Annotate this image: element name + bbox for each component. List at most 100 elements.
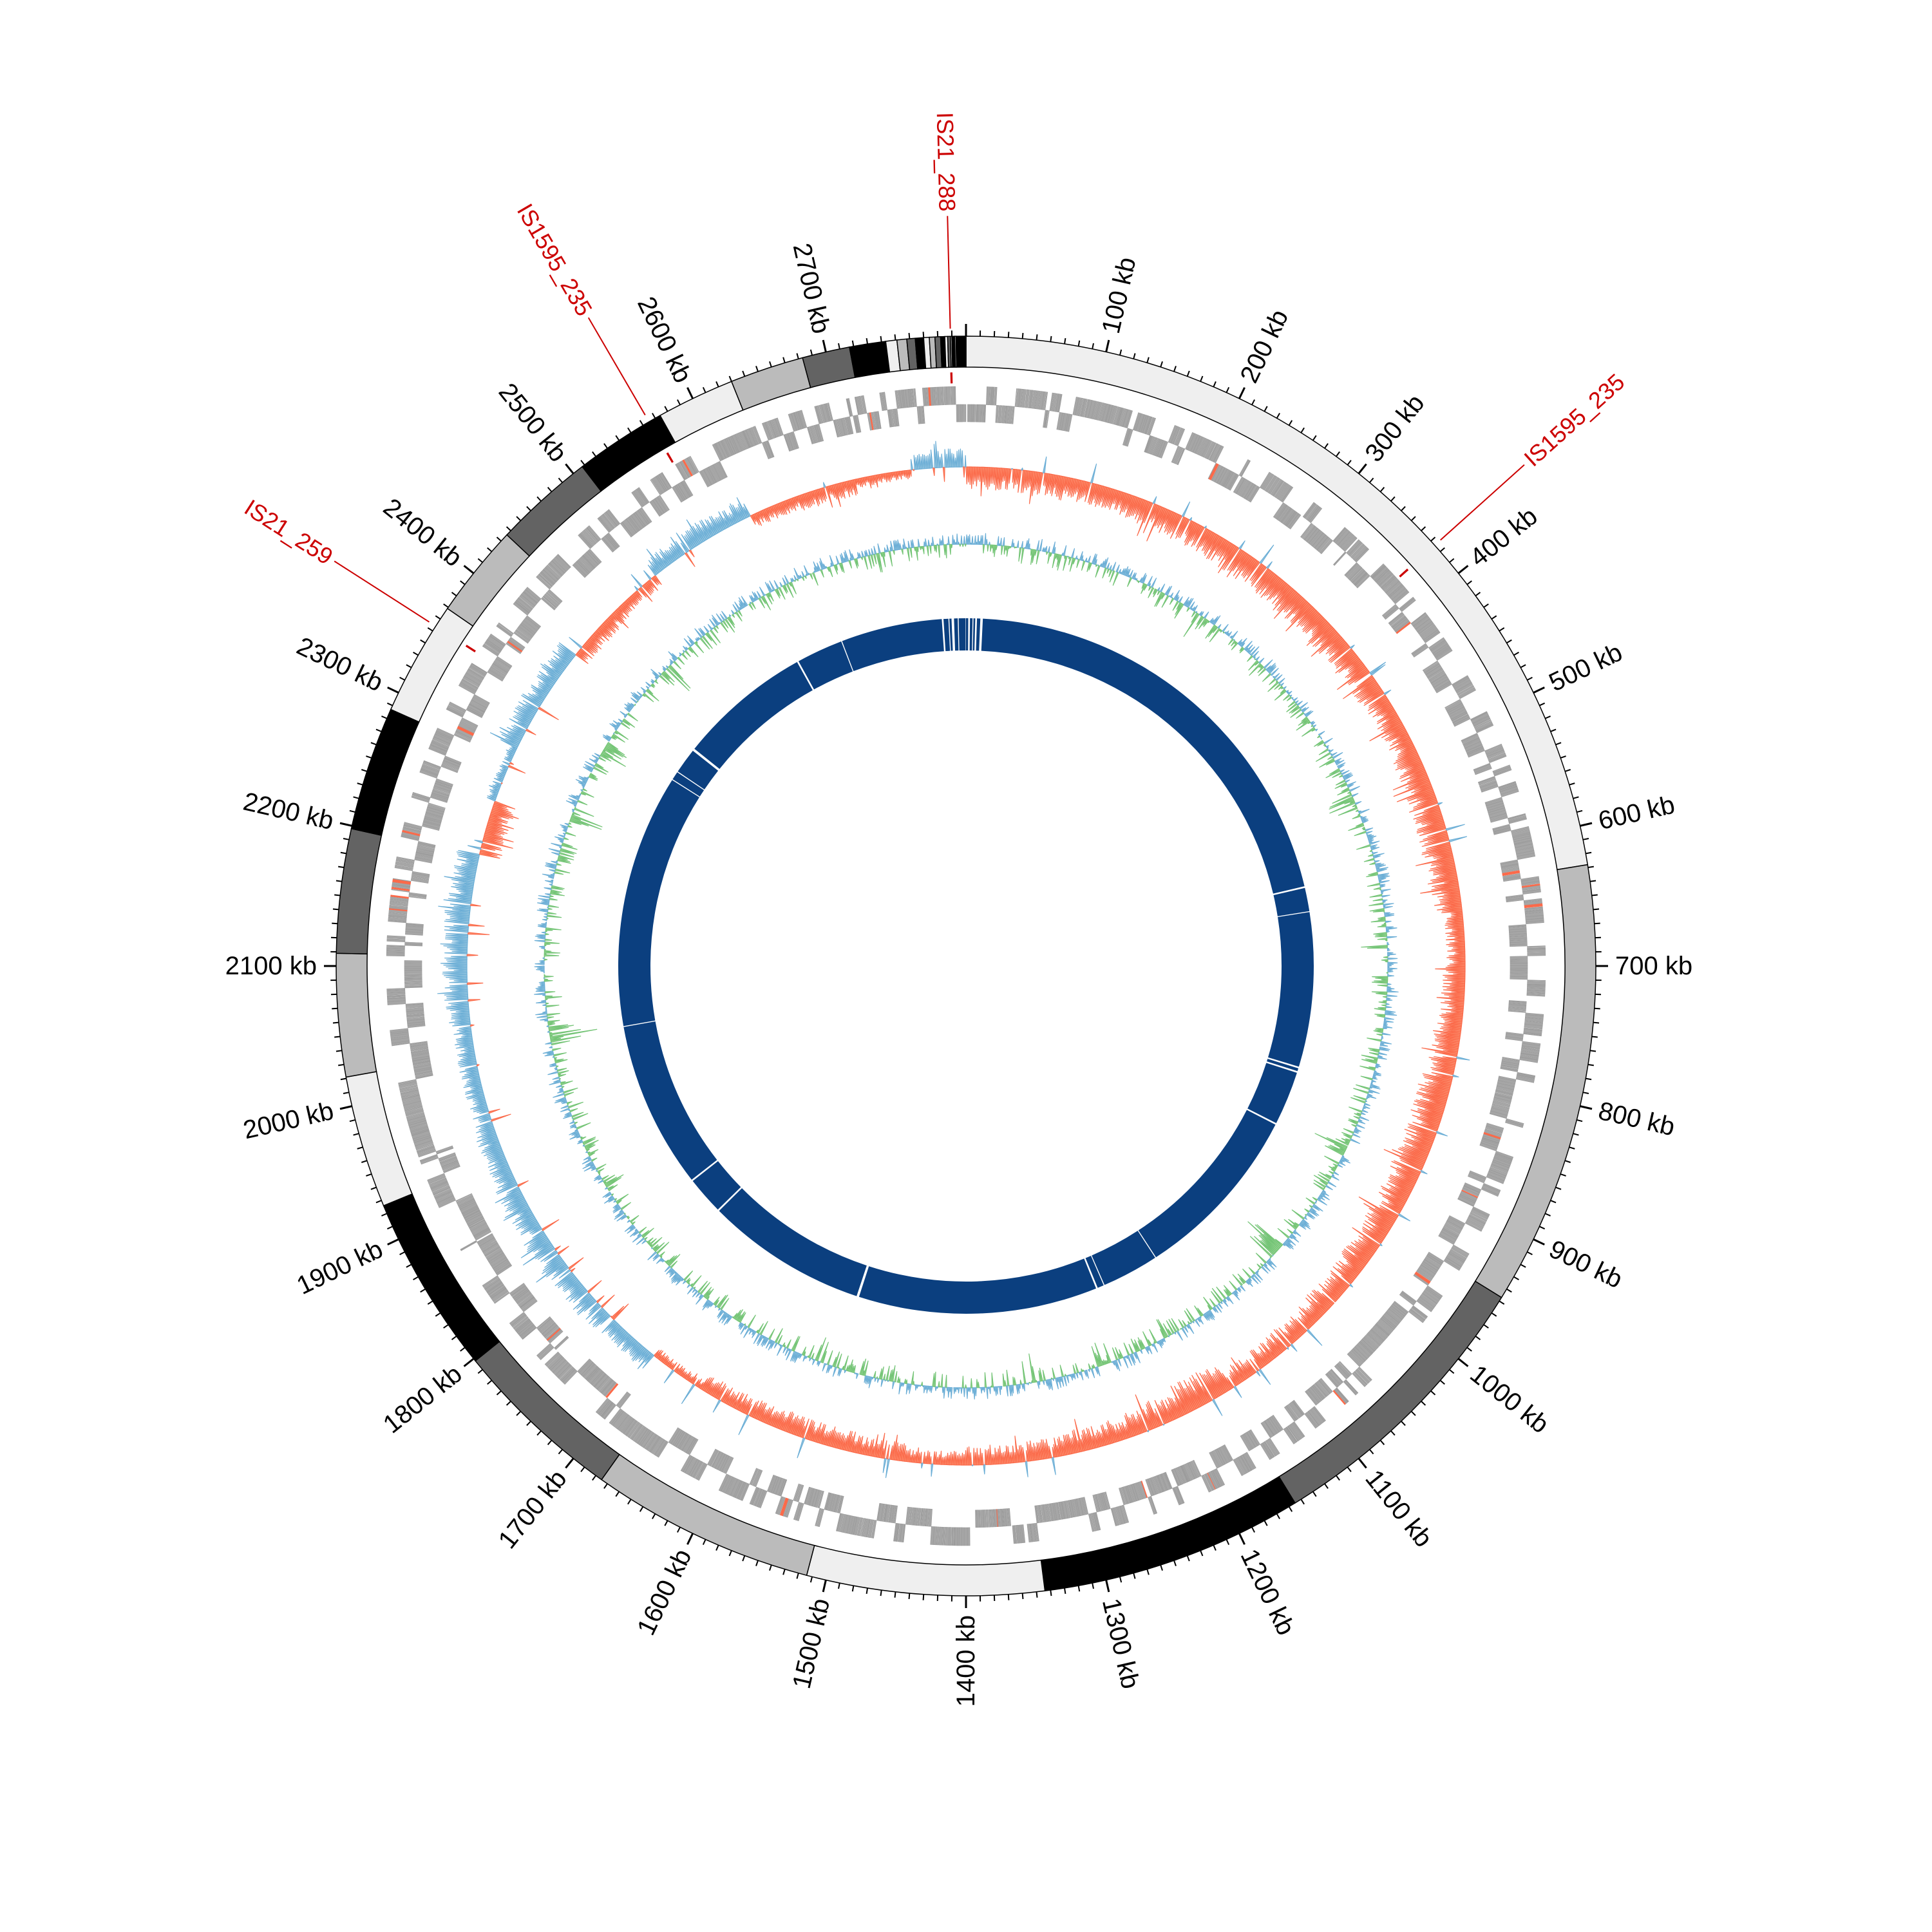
gc-content-bar — [544, 950, 552, 952]
gc-content-bar — [553, 1079, 561, 1083]
gc-content-bar — [880, 1366, 884, 1380]
gc-skew-bar — [1327, 636, 1343, 652]
gc-content-bar — [790, 578, 793, 583]
gc-content-bar — [647, 1242, 650, 1245]
gc-skew-bar — [1218, 540, 1230, 556]
gc-skew-bar — [1251, 564, 1265, 582]
gc-skew-bar — [1399, 742, 1414, 751]
gc-skew-bar — [1447, 924, 1464, 927]
gc-skew-bar — [1363, 691, 1385, 706]
gc-skew-bar — [1421, 838, 1450, 847]
gc-content-bar — [690, 1283, 693, 1287]
gc-content-bar — [567, 824, 573, 828]
gc-content-bar — [636, 700, 639, 703]
gc-skew-bar — [1325, 638, 1345, 654]
gc-skew-bar — [1399, 766, 1425, 779]
gc-content-bar — [792, 1336, 800, 1352]
gc-content-bar — [1242, 1268, 1252, 1279]
gene-forward — [954, 1527, 956, 1546]
gc-content-bar — [1368, 839, 1374, 843]
gc-content-bar — [929, 1386, 932, 1392]
gc-content-bar — [926, 545, 929, 556]
gc-skew-bar — [1164, 511, 1175, 533]
gc-skew-bar — [1404, 1128, 1435, 1142]
gc-skew-bar — [1058, 476, 1065, 500]
gc-skew-bar — [1444, 902, 1462, 907]
gc-content-bar — [600, 753, 609, 759]
gc-content-bar — [594, 1174, 601, 1179]
gc-content-bar — [1110, 1361, 1113, 1363]
gc-content-bar — [980, 535, 982, 545]
gc-skew-bar — [1249, 563, 1264, 581]
gc-content-bar — [740, 1325, 747, 1335]
gc-content-bar — [770, 1341, 775, 1349]
gc-skew-bar — [1109, 489, 1117, 510]
gc-content-bar — [929, 545, 932, 554]
gc-content-bar — [722, 1312, 728, 1320]
gc-content-bar — [1112, 1360, 1115, 1366]
gc-content-bar — [1382, 899, 1388, 902]
gc-content-bar — [544, 995, 553, 998]
gc-content-bar — [626, 1215, 629, 1218]
gc-content-bar — [969, 542, 972, 545]
gc-content-bar — [835, 555, 840, 565]
gene-forward — [386, 938, 406, 942]
gc-skew-bar — [1166, 513, 1179, 535]
gc-skew-bar — [1434, 1033, 1461, 1039]
gc-skew-bar — [1434, 1056, 1457, 1063]
gc-content-bar — [1128, 569, 1133, 578]
gc-skew-bar — [1025, 470, 1028, 489]
gc-skew-bar — [1285, 603, 1312, 632]
gc-skew-bar — [910, 459, 914, 471]
gc-skew-bar — [440, 962, 468, 965]
gc-content-bar — [1349, 786, 1360, 792]
gc-content-bar — [1301, 716, 1308, 722]
gc-content-bar — [1373, 855, 1381, 859]
gc-content-bar — [1387, 987, 1395, 990]
gc-skew-bar — [1435, 861, 1455, 867]
gc-content-bar — [1106, 1354, 1110, 1364]
gc-content-bar — [1152, 1343, 1159, 1352]
gc-content-bar — [564, 834, 566, 837]
gc-skew-bar — [1232, 551, 1247, 572]
gene-forward — [954, 1527, 958, 1546]
gc-content-bar — [1232, 1291, 1240, 1301]
gc-content-bar — [1034, 549, 1037, 556]
gc-content-bar — [1086, 562, 1091, 573]
gc-skew-bar — [1101, 486, 1108, 502]
gc-skew-bar — [1343, 676, 1374, 699]
gc-content-bar — [1321, 1191, 1329, 1197]
gc-content-bar — [641, 1230, 650, 1237]
gc-content-bar — [1148, 587, 1155, 598]
gc-content-bar — [667, 1255, 677, 1265]
gc-skew-bar — [964, 1450, 967, 1466]
gc-content-bar — [616, 1200, 622, 1205]
gc-content-bar — [1260, 1240, 1276, 1255]
gc-skew-bar — [1424, 1077, 1452, 1085]
gc-content-bar — [1281, 687, 1284, 690]
gc-content-bar — [946, 1387, 949, 1392]
gc-content-bar — [762, 595, 772, 611]
gc-content-bar — [1079, 551, 1083, 561]
gc-content-bar — [998, 543, 1001, 546]
gc-skew-bar — [1427, 877, 1458, 885]
gc-skew-bar — [1036, 471, 1042, 495]
gc-skew-bar — [1414, 782, 1432, 791]
gc-skew-bar — [1114, 491, 1122, 510]
gc-skew-bar — [1428, 848, 1452, 855]
gc-content-bar — [1063, 1376, 1067, 1387]
gc-skew-bar — [1303, 611, 1320, 627]
gc-content-bar — [1310, 721, 1314, 724]
gc-skew-bar — [1142, 503, 1157, 533]
gc-skew-bar — [1171, 514, 1181, 533]
gc-content-bar — [890, 540, 894, 551]
gc-content-bar — [1387, 974, 1394, 977]
gc-content-bar — [909, 1383, 912, 1394]
gc-skew-bar — [1440, 897, 1461, 902]
gc-content-bar — [1329, 1144, 1345, 1153]
gene-reverse — [980, 1510, 984, 1528]
gc-content-bar — [957, 542, 960, 545]
gc-skew-bar — [1368, 696, 1387, 709]
gc-content-bar — [1010, 538, 1014, 547]
gc-skew-bar — [1396, 787, 1434, 802]
